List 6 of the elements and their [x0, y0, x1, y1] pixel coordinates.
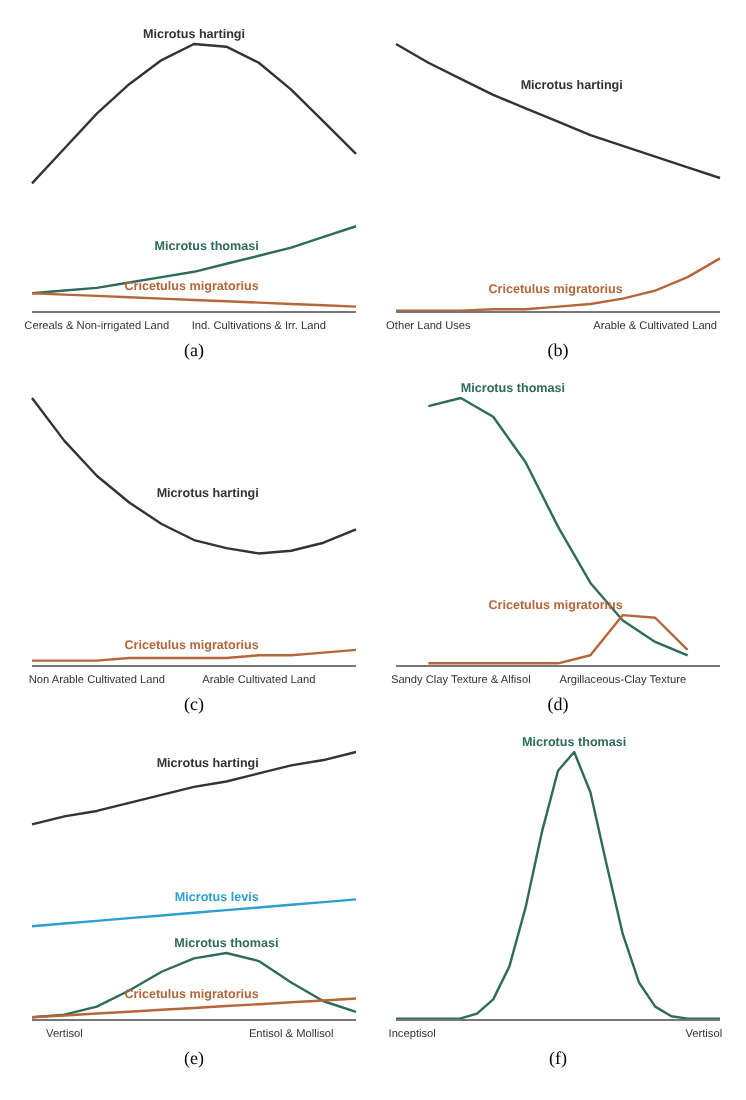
text: (c) [182, 694, 206, 716]
text: (f) [547, 1048, 569, 1070]
text: (d) [545, 694, 571, 716]
text: (a) [182, 340, 206, 362]
text: (e) [182, 1048, 206, 1070]
text: (b) [545, 340, 571, 362]
